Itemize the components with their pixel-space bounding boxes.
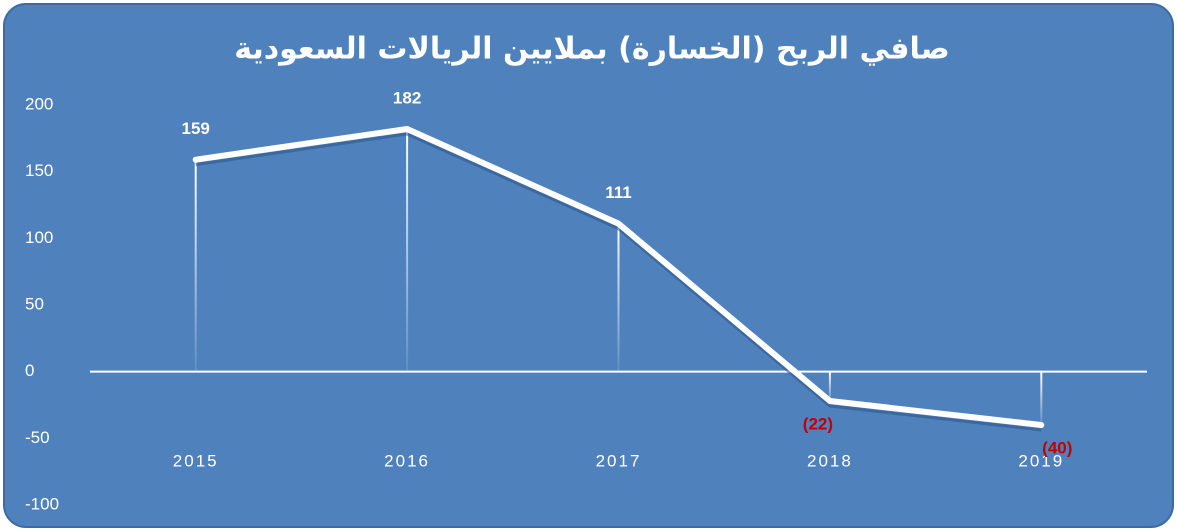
x-tick-label: 2016: [384, 451, 430, 470]
x-tick-label: 2015: [173, 451, 219, 470]
x-tick-label: 2017: [596, 451, 642, 470]
data-label: (40): [1042, 438, 1072, 457]
y-tick-label: -100: [25, 494, 59, 513]
data-label: 111: [605, 183, 632, 202]
y-tick-label: -50: [25, 428, 50, 447]
line-shadow: [195, 132, 1042, 432]
x-tick-label: 2018: [807, 451, 853, 470]
y-tick-label: 100: [25, 228, 53, 247]
chart-background: [3, 3, 1174, 528]
data-label: 159: [182, 119, 210, 138]
y-tick-label: 200: [25, 94, 53, 113]
data-label: 182: [393, 88, 421, 107]
series-line: [192, 126, 1045, 428]
y-tick-label: 150: [25, 161, 53, 180]
y-tick-label: 50: [25, 294, 44, 313]
data-label: (22): [803, 414, 833, 433]
chart-title: صافي الربح (الخسارة) بملايين الريالات ال…: [234, 32, 950, 67]
x-tick-label: 2019: [1018, 451, 1064, 470]
y-tick-label: 0: [25, 361, 34, 380]
